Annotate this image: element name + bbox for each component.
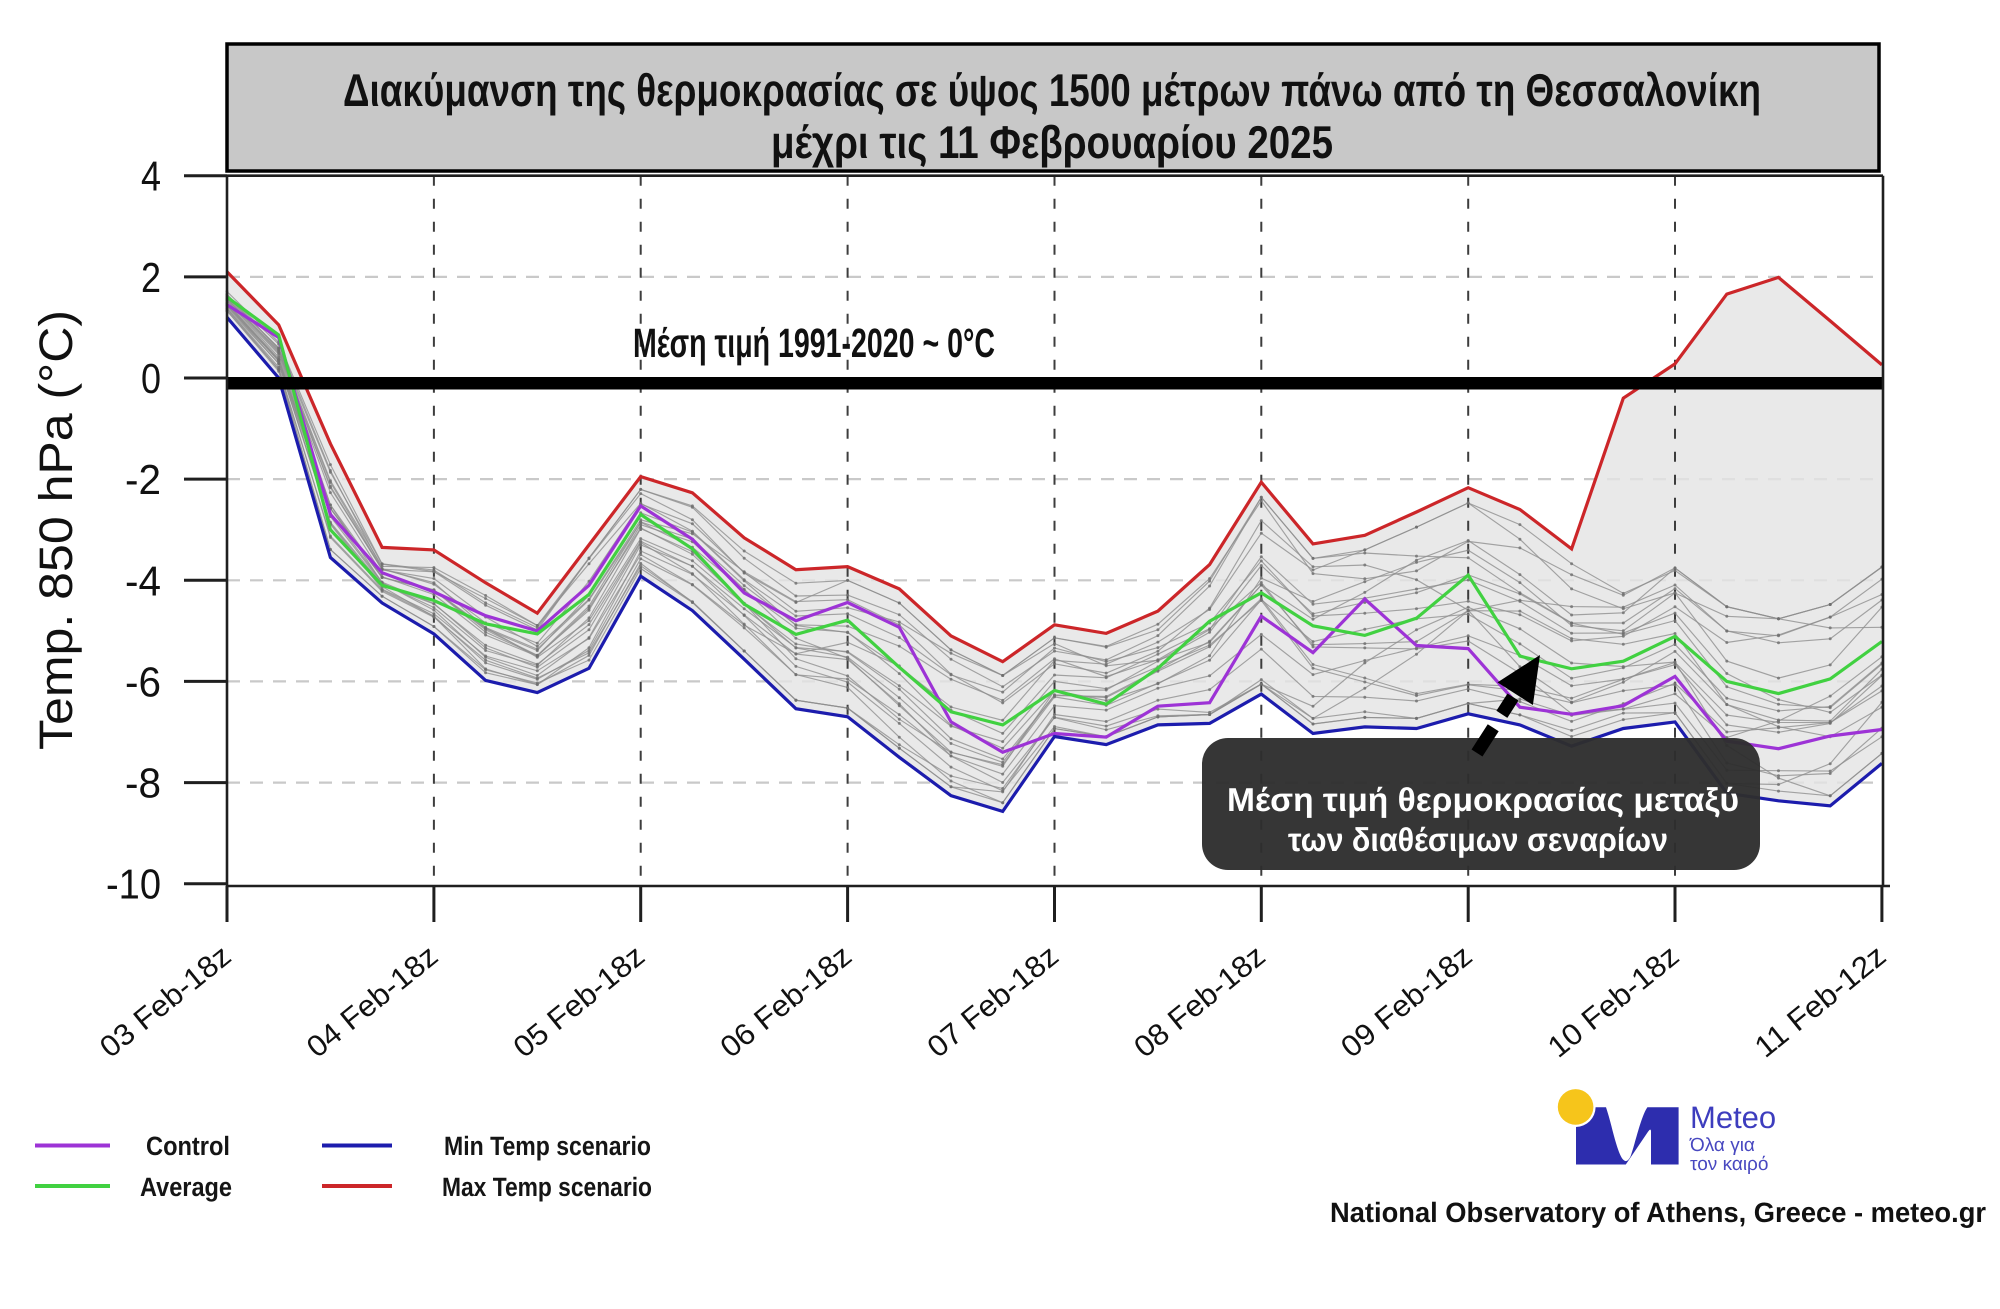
- svg-text:-6: -6: [125, 658, 161, 705]
- svg-text:Μέση τιμή θερμοκρασίας μεταξύ: Μέση τιμή θερμοκρασίας μεταξύ: [1227, 781, 1739, 818]
- svg-text:Max Temp scenario: Max Temp scenario: [442, 1172, 652, 1202]
- svg-text:-10: -10: [106, 861, 161, 908]
- svg-text:National Observatory of Athens: National Observatory of Athens, Greece -…: [1330, 1197, 1986, 1228]
- svg-text:4: 4: [141, 153, 161, 200]
- svg-text:Temp. 850 hPa (°C): Temp. 850 hPa (°C): [29, 310, 82, 750]
- svg-text:2: 2: [141, 254, 161, 301]
- svg-text:Διακύμανση της θερμοκρασίας σε: Διακύμανση της θερμοκρασίας σε ύψος 1500…: [343, 64, 1761, 116]
- svg-text:-4: -4: [125, 557, 161, 604]
- svg-text:Meteo: Meteo: [1690, 1100, 1776, 1135]
- svg-text:τον καιρό: τον καιρό: [1690, 1154, 1768, 1175]
- svg-text:-8: -8: [125, 760, 161, 807]
- svg-text:Min Temp scenario: Min Temp scenario: [444, 1131, 651, 1161]
- svg-text:των διαθέσιμων σεναρίων: των διαθέσιμων σεναρίων: [1288, 821, 1668, 858]
- svg-text:Όλα για: Όλα για: [1689, 1135, 1755, 1156]
- svg-text:-2: -2: [125, 456, 161, 503]
- svg-text:Average: Average: [140, 1172, 232, 1202]
- svg-text:μέχρι τις 11 Φεβρουαρίου 2025: μέχρι τις 11 Φεβρουαρίου 2025: [771, 116, 1333, 168]
- svg-text:Μέση τιμή 1991-2020 ~ 0°C: Μέση τιμή 1991-2020 ~ 0°C: [633, 320, 995, 366]
- svg-text:0: 0: [141, 355, 161, 402]
- svg-text:Control: Control: [146, 1131, 230, 1161]
